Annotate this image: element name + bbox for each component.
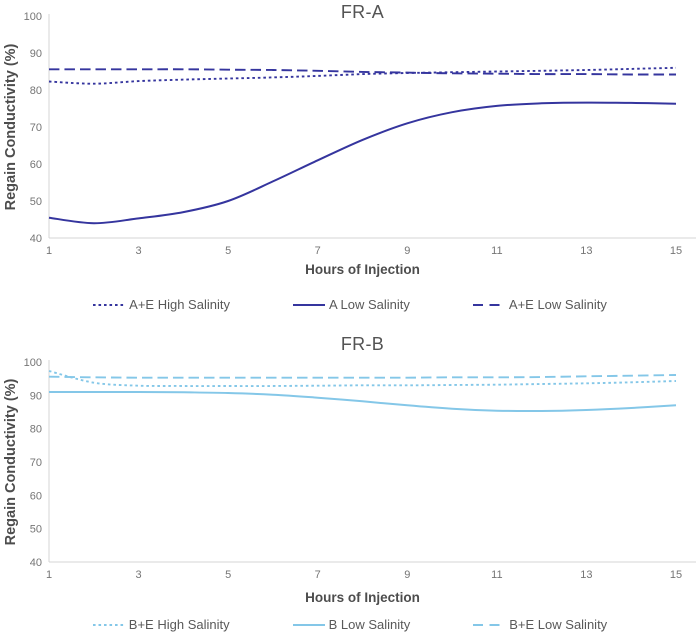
chart-fr-b: FR-B Regain Conductivity (%) 40 50 60 70 80 9… — [0, 330, 699, 638]
legend-item-b-low-salinity: B Low Salinity — [292, 617, 411, 632]
x-tick-label: 13 — [580, 245, 592, 257]
x-tick-label: 9 — [404, 245, 410, 257]
series-line-b-e-low-salinity — [48, 374, 677, 379]
y-tick-label: 70 — [30, 122, 42, 134]
legend-label: B+E High Salinity — [128, 617, 230, 632]
y-tick-label: 80 — [30, 424, 42, 436]
x-tick-label: 3 — [136, 569, 142, 581]
legend-label: B Low Salinity — [328, 617, 411, 632]
series-line-b-e-high-salinity — [48, 370, 677, 387]
y-tick-label: 40 — [30, 557, 42, 569]
legend-swatch-solid-line-icon — [292, 623, 325, 626]
legend-fr-a: A+E High Salinity A Low Salinity A+E Low S… — [0, 297, 699, 312]
series-line-a-e-low-salinity — [49, 68, 676, 76]
y-tick-label: 100 — [24, 11, 42, 23]
x-tick-label: 1 — [46, 569, 52, 581]
y-tick-label: 70 — [30, 457, 42, 469]
chart-title-fr-a: FR-A — [340, 2, 385, 22]
legend-swatch-dotted-line-icon — [93, 303, 126, 306]
legend-item-b-e-low-salinity: B+E Low Salinity — [472, 617, 607, 632]
x-tick-label: 7 — [315, 245, 321, 257]
x-axis-title: Hours of Injection — [305, 590, 420, 605]
legend-item-a-e-high-salinity: A+E High Salinity — [92, 297, 230, 312]
y-tick-label: 50 — [30, 524, 42, 536]
x-tick-label: 11 — [491, 245, 502, 257]
y-tick-label: 90 — [30, 390, 42, 402]
x-tick-label: 5 — [225, 569, 231, 581]
legend-swatch-dashed-line-icon — [473, 623, 506, 626]
y-tick-label: 60 — [30, 159, 42, 171]
y-tick-label: 40 — [30, 233, 42, 245]
x-tick-label: 15 — [670, 245, 682, 257]
chart-fr-a: FR-A Regain Conductivity (%) 40 50 60 70 80 9… — [0, 2, 699, 312]
y-tick-label: 50 — [30, 196, 42, 208]
legend-label: B+E Low Salinity — [509, 617, 608, 632]
y-tick-label: 90 — [30, 48, 42, 60]
x-tick-label: 15 — [670, 569, 682, 581]
x-axis-title: Hours of Injection — [305, 262, 420, 277]
legend-label: A+E Low Salinity — [508, 297, 607, 312]
x-tick-label: 13 — [580, 569, 592, 581]
series-line-a-low-salinity — [48, 101, 677, 225]
series-line-b-low-salinity — [49, 390, 677, 413]
x-tick-label: 7 — [315, 569, 321, 581]
x-tick-label: 11 — [491, 569, 502, 581]
legend-item-a-e-low-salinity: A+E Low Salinity — [472, 297, 607, 312]
legend-label: A Low Salinity — [328, 297, 410, 312]
legend-fr-b: B+E High Salinity B Low Salinity B+E Low S… — [0, 617, 699, 632]
legend-item-a-low-salinity: A Low Salinity — [292, 297, 410, 312]
x-tick-label: 1 — [46, 245, 52, 257]
legend-item-b-e-high-salinity: B+E High Salinity — [92, 617, 230, 632]
legend-label: A+E High Salinity — [129, 297, 230, 312]
legend-swatch-dashed-line-icon — [472, 303, 505, 306]
x-tick-label: 3 — [136, 245, 142, 257]
legend-swatch-dotted-line-icon — [92, 623, 125, 626]
chart-title-fr-b: FR-B — [340, 334, 385, 354]
series-line-a-e-high-salinity — [48, 66, 677, 85]
x-tick-label: 9 — [404, 569, 410, 581]
legend-swatch-solid-line-icon — [292, 303, 325, 306]
y-tick-label: 100 — [24, 357, 42, 369]
x-tick-label: 5 — [225, 245, 231, 257]
y-tick-label: 80 — [30, 85, 42, 97]
y-tick-label: 60 — [30, 490, 42, 502]
